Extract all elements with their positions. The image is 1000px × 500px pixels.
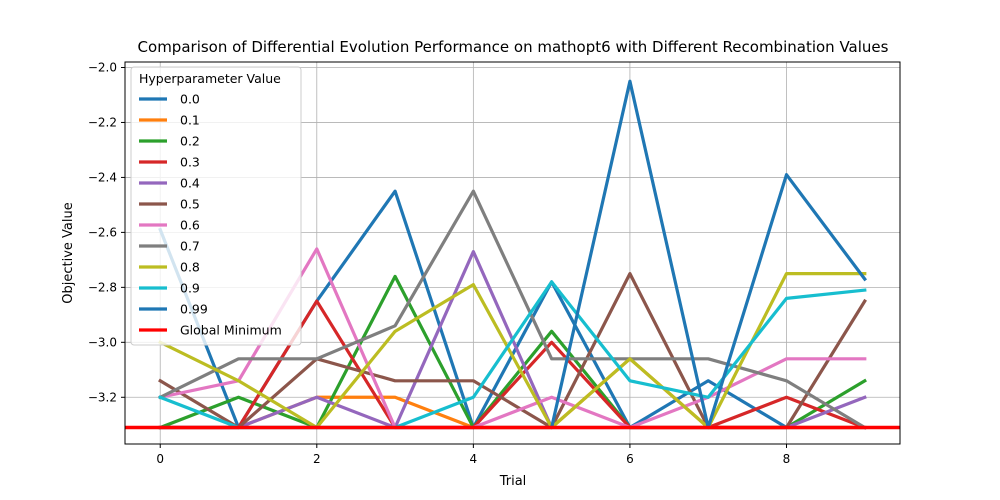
axes: 0 2 4 6 8 −3.2 −3.0 −2.8 −2.6 −2.4 −2.2 −2.0 [88, 60, 901, 466]
legend-entry: 0.6 [180, 218, 200, 233]
legend-entry: 0.2 [180, 134, 200, 149]
x-tick-label: 2 [313, 452, 321, 466]
legend-entry: 0.99 [180, 302, 208, 317]
y-tick-label: −2.0 [88, 60, 117, 74]
legend-entry: 0.5 [180, 197, 200, 212]
legend-title: Hyperparameter Value [139, 71, 281, 86]
legend-entry: Global Minimum [180, 323, 282, 338]
y-tick-label: −2.2 [88, 115, 117, 129]
chart-title: Comparison of Differential Evolution Per… [138, 38, 889, 56]
y-tick-label: −2.4 [88, 170, 117, 184]
y-tick-label: −2.6 [88, 225, 117, 239]
x-tick-label: 4 [470, 452, 478, 466]
legend-entry: 0.7 [180, 239, 200, 254]
series-line-0.3 [158, 299, 867, 430]
y-tick-label: −2.8 [88, 280, 117, 294]
series-line-0.8 [158, 272, 867, 430]
x-tick-label: 6 [626, 452, 634, 466]
legend-entry: 0.9 [180, 281, 200, 296]
legend: Hyperparameter Value 0.0 0.1 0.2 0.3 0.4 0.5 0.… [130, 66, 302, 346]
y-tick-label: −3.0 [88, 335, 117, 349]
legend-entry: 0.8 [180, 260, 200, 275]
legend-entry: 0.1 [180, 113, 200, 128]
series-line-0.7 [158, 189, 867, 430]
y-axis-label: Objective Value [61, 202, 76, 303]
legend-entry: 0.0 [180, 92, 200, 107]
legend-entry: 0.3 [180, 155, 200, 170]
legend-box [130, 66, 302, 346]
x-tick-label: 8 [783, 452, 791, 466]
x-axis-label: Trial [499, 474, 527, 489]
plot-frame [124, 61, 901, 445]
legend-entry: 0.4 [180, 176, 200, 191]
y-tick-label: −3.2 [88, 390, 117, 404]
plot-lines [125, 79, 900, 430]
x-tick-label: 0 [156, 452, 164, 466]
